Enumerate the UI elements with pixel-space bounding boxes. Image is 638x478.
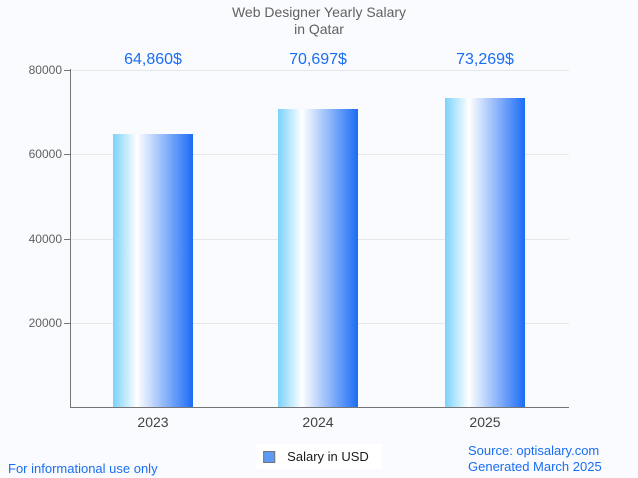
- chart-title-line1: Web Designer Yearly Salary: [231, 4, 407, 20]
- bar-2025[interactable]: [445, 98, 525, 407]
- disclaimer-text: For informational use only: [8, 461, 158, 476]
- x-axis-label-2025: 2025: [469, 414, 501, 430]
- bar-2023[interactable]: [113, 133, 193, 407]
- y-axis-tick-60000: [64, 154, 70, 156]
- y-axis-label-20000: 20000: [28, 315, 62, 330]
- x-axis-line: [70, 407, 569, 408]
- chart-title: Web Designer Yearly Salary in Qatar: [0, 4, 638, 38]
- y-axis-label-40000: 40000: [28, 231, 62, 246]
- x-axis-label-2023: 2023: [137, 414, 169, 430]
- value-label-2023: 64,860$: [124, 51, 182, 68]
- y-axis-tick-80000: [64, 70, 70, 71]
- chart-title-line2: in Qatar: [294, 21, 344, 37]
- y-axis-tick-40000: [64, 238, 70, 240]
- y-axis-tick-20000: [64, 322, 70, 324]
- y-axis-line: [70, 69, 71, 407]
- legend-label: Salary in USD: [287, 449, 369, 464]
- gridline-80000: [70, 70, 569, 71]
- y-axis-label-80000: 80000: [28, 63, 62, 77]
- generated-date: Generated March 2025: [468, 459, 602, 474]
- bar-2024[interactable]: [278, 109, 358, 407]
- legend-marker-icon: [263, 450, 276, 463]
- legend-item-salary[interactable]: Salary in USD: [256, 444, 382, 469]
- x-axis-label-2024: 2024: [302, 414, 334, 430]
- source-block: Source: optisalary.com Generated March 2…: [468, 443, 602, 475]
- y-axis-label-60000: 60000: [28, 147, 62, 162]
- value-label-2025: 73,269$: [456, 51, 514, 68]
- value-label-2024: 70,697$: [289, 51, 347, 68]
- source-link[interactable]: Source: optisalary.com: [468, 443, 600, 458]
